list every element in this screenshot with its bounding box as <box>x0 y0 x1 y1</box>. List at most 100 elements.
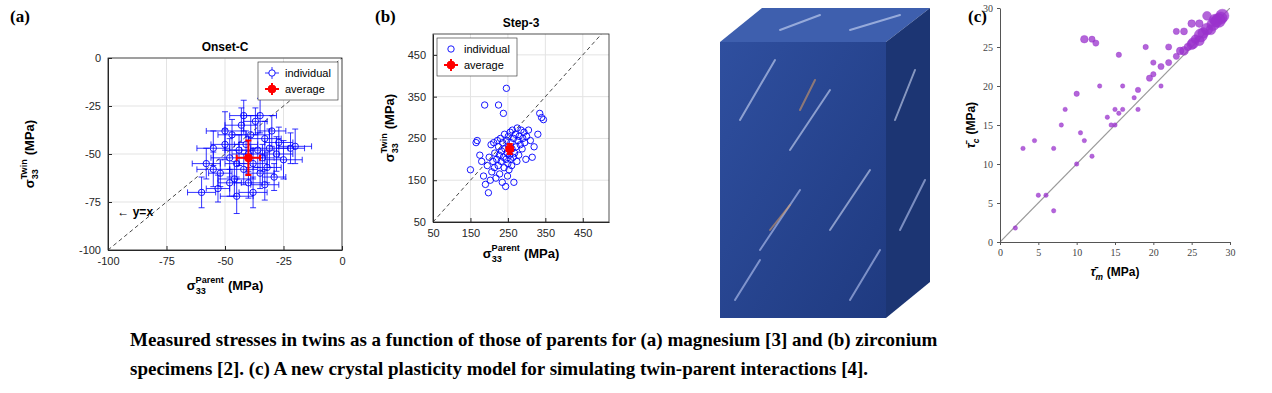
axis-title-superscript: Twin <box>379 133 389 153</box>
axis-title: τ̄c(MPa) <box>964 102 981 148</box>
grid-line-y <box>433 180 609 181</box>
axis-title-superscript: Parent <box>196 275 224 285</box>
point <box>280 157 286 163</box>
cube-streak <box>790 90 830 150</box>
tick: 15 <box>1111 242 1121 258</box>
tick: -50 <box>218 246 234 267</box>
point <box>262 182 268 188</box>
point <box>486 154 492 160</box>
point <box>1032 138 1036 142</box>
point <box>210 166 216 172</box>
tick-label: 10 <box>1072 247 1082 258</box>
point <box>250 189 256 195</box>
point <box>540 116 546 122</box>
axis-line <box>434 222 610 223</box>
tick-label: 5 <box>1036 247 1041 258</box>
tick: 450 <box>408 49 437 61</box>
legend-key-error <box>265 83 279 95</box>
tick: 15 <box>983 120 1000 131</box>
axis: 051015202530 <box>983 3 1001 248</box>
tick: 350 <box>408 91 437 103</box>
point <box>1196 20 1204 28</box>
tick-mark <box>583 218 584 222</box>
axis-title-unit: (MPa) <box>382 94 397 129</box>
axis-title-superscript: Twin <box>19 159 29 179</box>
chart-title: Step-3 <box>503 16 540 30</box>
point <box>535 131 541 137</box>
point <box>1113 107 1117 111</box>
tick-mark <box>108 202 112 203</box>
point <box>1203 11 1212 20</box>
tick-label: 0 <box>339 255 345 267</box>
tick: 0 <box>95 52 112 64</box>
axis-title-unit: (MPa) <box>964 102 978 135</box>
point <box>269 128 275 134</box>
point <box>226 180 232 186</box>
point <box>257 112 263 118</box>
tick-mark <box>997 164 1000 165</box>
reference-line <box>108 58 342 250</box>
axis: 051015202530 <box>998 242 1236 258</box>
axis-title-unit: (MPa) <box>228 278 263 293</box>
tick: 150 <box>462 218 480 239</box>
tick-label: 25 <box>1187 247 1197 258</box>
point <box>1132 96 1136 100</box>
tick-label: 0 <box>95 52 101 64</box>
tick: 25 <box>1187 242 1197 258</box>
axis-title-symbol: σ <box>483 246 492 261</box>
chart-panel: 051015202530051015202530(c)τ̄m(MPa)τ̄c(M… <box>964 3 1236 282</box>
point <box>506 145 514 153</box>
error-bar-x <box>206 186 229 192</box>
point <box>519 146 525 152</box>
tick-mark <box>1230 242 1231 245</box>
tick: 25 <box>983 42 1000 53</box>
chart-panel: -100-75-50-250-100-75-50-250Onset-C(a)σ3… <box>10 7 346 296</box>
point <box>1151 60 1156 65</box>
point <box>516 152 522 158</box>
axis-title: σ33Twin(MPa) <box>379 94 400 162</box>
tick-label: 450 <box>408 49 426 61</box>
tick-label: 10 <box>983 159 993 170</box>
tick-mark <box>545 218 546 222</box>
point <box>252 118 258 124</box>
cube-front <box>720 42 886 318</box>
series <box>506 144 514 154</box>
figure-svg: -100-75-50-250-100-75-50-250Onset-C(a)σ3… <box>0 0 1272 393</box>
point <box>1143 44 1148 49</box>
plot-frame <box>433 34 609 222</box>
tick-label: 20 <box>983 81 993 92</box>
point <box>1021 146 1025 150</box>
tick-label: -100 <box>97 255 119 267</box>
cube-streak <box>900 180 925 230</box>
figure: -100-75-50-250-100-75-50-250Onset-C(a)σ3… <box>0 0 1272 393</box>
tick-label: 450 <box>574 227 592 239</box>
point <box>500 110 506 116</box>
tick-mark <box>997 47 1000 48</box>
point <box>1044 193 1048 197</box>
tick: 20 <box>983 81 1000 92</box>
legend-key-error <box>265 67 279 79</box>
tick-mark <box>225 246 226 250</box>
point <box>1051 146 1055 150</box>
tick-label: 250 <box>499 227 517 239</box>
legend-box <box>437 38 517 76</box>
point <box>1166 44 1172 50</box>
error-bar-x <box>234 141 257 147</box>
tick-label: -75 <box>159 255 175 267</box>
axis-title-subscript: m <box>1095 272 1103 282</box>
plot-area <box>1000 8 1230 242</box>
point <box>271 174 277 180</box>
axis-title-unit: (MPa) <box>1107 265 1140 279</box>
legend-key <box>269 70 275 76</box>
tick: 10 <box>1072 242 1082 258</box>
point <box>523 156 529 162</box>
tick-label: 250 <box>408 132 426 144</box>
error-bar-x <box>220 193 253 199</box>
chart-title: Onset-C <box>202 40 249 54</box>
legend-label: individual <box>285 67 331 79</box>
point <box>1117 111 1121 115</box>
legend: individualaverage <box>258 62 338 100</box>
cube-streak <box>780 15 820 30</box>
legend-key <box>268 85 276 93</box>
cube-side <box>886 8 930 318</box>
